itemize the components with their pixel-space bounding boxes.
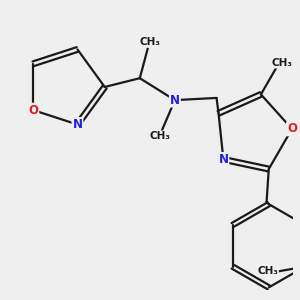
Text: O: O: [28, 104, 38, 117]
Text: CH₃: CH₃: [149, 131, 170, 141]
Text: CH₃: CH₃: [271, 58, 292, 68]
Text: CH₃: CH₃: [139, 37, 160, 47]
Text: N: N: [218, 153, 228, 166]
Text: O: O: [287, 122, 297, 135]
Text: N: N: [170, 94, 180, 106]
Text: CH₃: CH₃: [257, 266, 278, 276]
Text: N: N: [73, 118, 82, 131]
